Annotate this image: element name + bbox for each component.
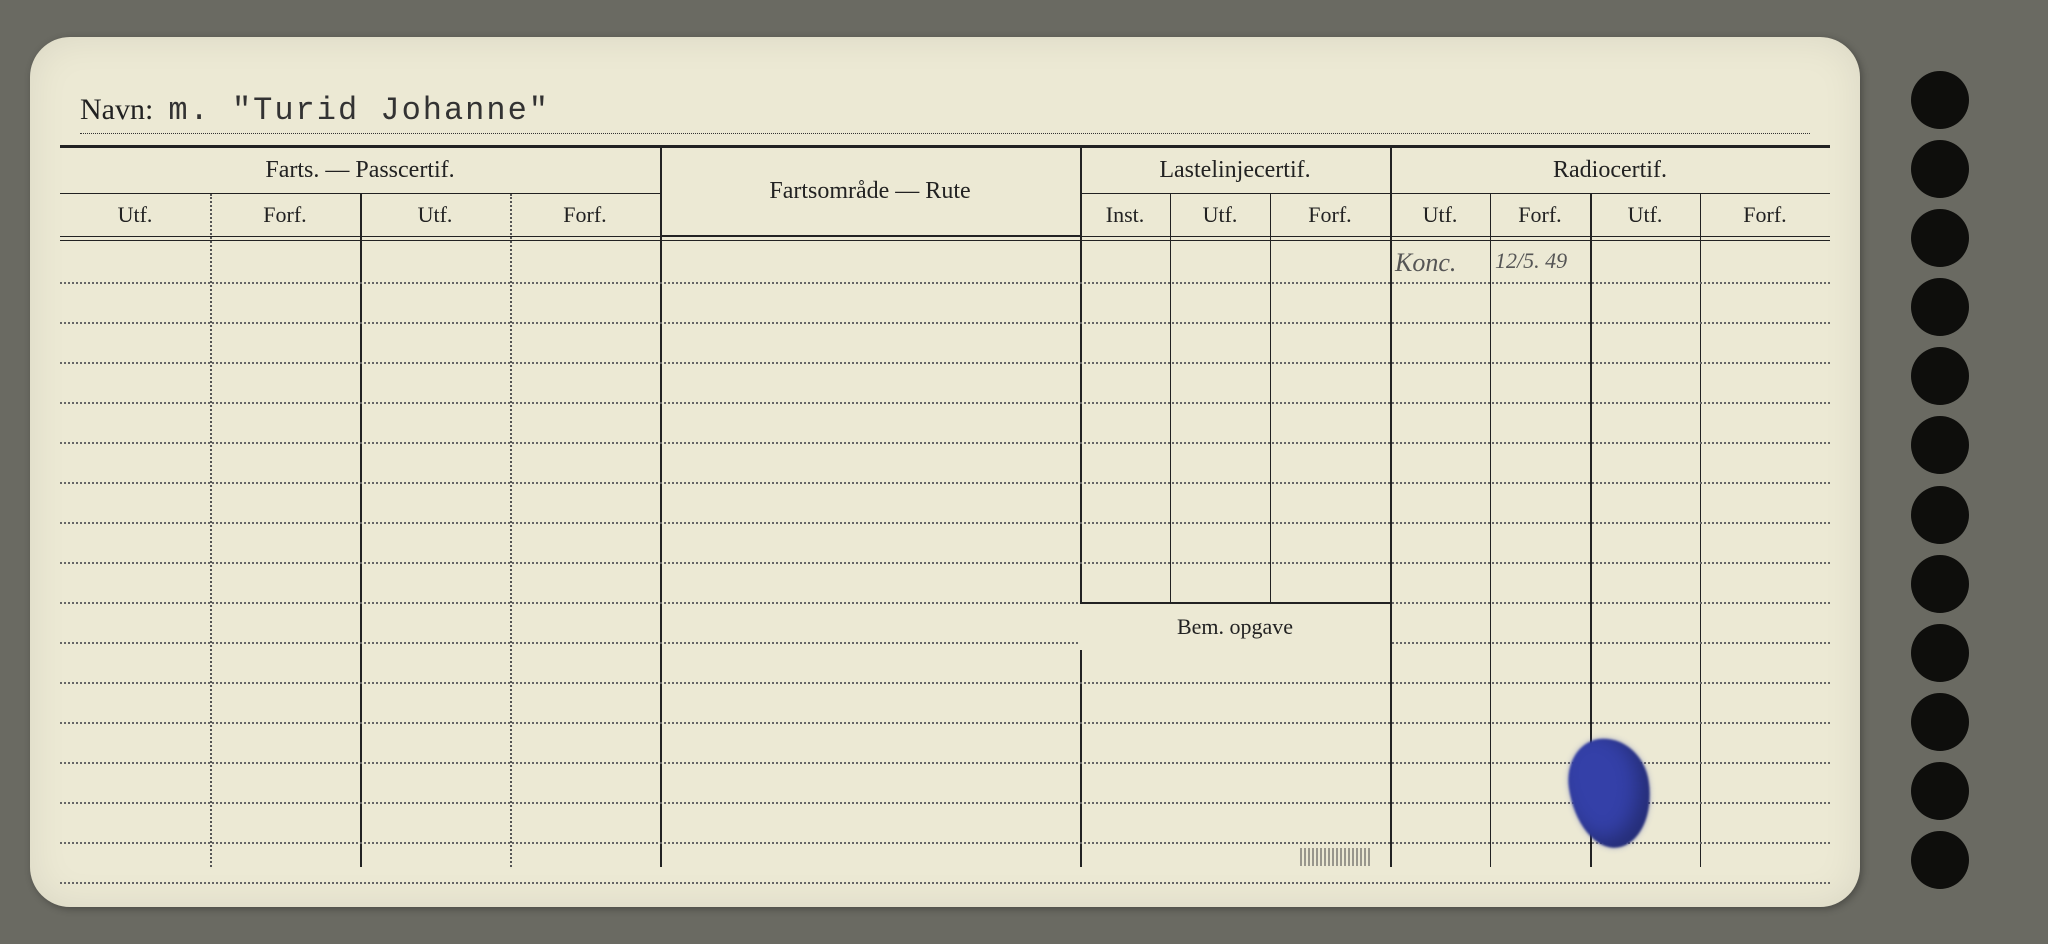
row-line: [60, 322, 1830, 324]
sub-laste-utf: Utf.: [1170, 194, 1270, 236]
row-line: [60, 402, 1830, 404]
row-line: [60, 722, 1830, 724]
header-farts-pass: Farts. — Passcertif.: [60, 148, 660, 194]
entry-radio-forf1: 12/5. 49: [1495, 248, 1567, 274]
row-line: [60, 362, 1830, 364]
header-laste: Lastelinjecertif.: [1080, 148, 1390, 194]
hole-icon: [1911, 831, 1969, 889]
hole-icon: [1911, 624, 1969, 682]
sub-radio-forf2: Forf.: [1700, 194, 1830, 236]
header-radio: Radiocertif.: [1390, 148, 1830, 194]
name-value: m. "Turid Johanne": [168, 92, 550, 129]
hole-icon: [1911, 347, 1969, 405]
smudge-mark: [1300, 848, 1370, 866]
hole-icon: [1911, 71, 1969, 129]
row-line: [60, 282, 1830, 284]
sub-farts-utf2: Utf.: [360, 194, 510, 236]
punch-holes: [1880, 40, 2000, 920]
hole-icon: [1911, 555, 1969, 613]
data-rows: Konc. 12/5. 49: [60, 242, 1830, 867]
row-line: [60, 802, 1830, 804]
sub-radio-utf2: Utf.: [1590, 194, 1700, 236]
sub-radio-forf1: Forf.: [1490, 194, 1590, 236]
sub-radio-utf1: Utf.: [1390, 194, 1490, 236]
ledger-card: Navn: m. "Turid Johanne" Farts. — Passce…: [30, 37, 1860, 907]
sub-laste-inst: Inst.: [1080, 194, 1170, 236]
name-label: Navn:: [80, 93, 153, 127]
hole-icon: [1911, 209, 1969, 267]
sub-farts-forf2: Forf.: [510, 194, 660, 236]
row-line: [60, 762, 1830, 764]
hole-icon: [1911, 140, 1969, 198]
hole-icon: [1911, 693, 1969, 751]
bem-opgave-header: Bem. opgave: [1080, 602, 1390, 650]
entry-radio-utf1: Konc.: [1395, 248, 1456, 278]
sub-laste-forf: Forf.: [1270, 194, 1390, 236]
subheader-rule: [60, 236, 1830, 237]
row-line: [60, 602, 1830, 604]
name-row: Navn: m. "Turid Johanne": [80, 92, 1810, 134]
header-fartsomrade: Fartsområde — Rute: [660, 148, 1080, 236]
row-line: [60, 682, 1830, 684]
hole-icon: [1911, 416, 1969, 474]
row-line: [60, 642, 1830, 644]
sub-farts-utf1: Utf.: [60, 194, 210, 236]
sub-farts-forf1: Forf.: [210, 194, 360, 236]
row-line: [60, 482, 1830, 484]
hole-icon: [1911, 762, 1969, 820]
row-line: [60, 842, 1830, 844]
row-line: [60, 442, 1830, 444]
row-line: [60, 522, 1830, 524]
row-line: [60, 562, 1830, 564]
hole-icon: [1911, 486, 1969, 544]
hole-icon: [1911, 278, 1969, 336]
row-line: [60, 882, 1830, 884]
table-area: Farts. — Passcertif. Fartsområde — Rute …: [60, 148, 1830, 867]
